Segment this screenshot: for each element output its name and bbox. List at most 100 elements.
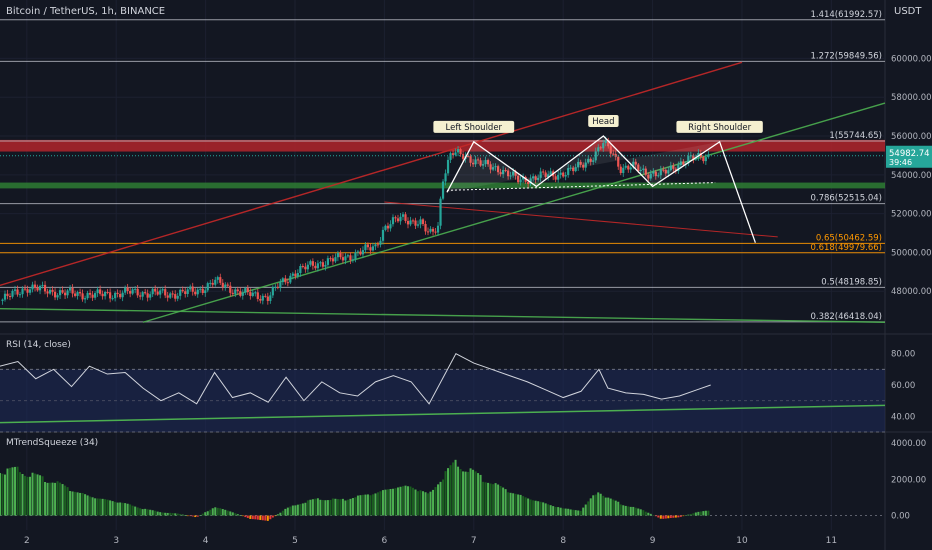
hist-bar (439, 481, 442, 516)
hist-bar (244, 515, 247, 518)
candle-body (366, 244, 370, 248)
candle-body (649, 173, 652, 179)
candle-body (116, 292, 119, 294)
candle-body (384, 225, 387, 230)
hist-bar (624, 505, 627, 516)
candle-body (131, 289, 134, 294)
hist-bar (394, 488, 397, 516)
hist-bar (199, 515, 202, 516)
candle-body (191, 286, 194, 292)
candle-body (674, 168, 677, 172)
candle-body (549, 171, 552, 175)
neckline (446, 182, 716, 191)
rsi-tick-label: 80.00 (891, 350, 915, 360)
x-tick-label: 9 (650, 536, 656, 546)
candle-body (109, 292, 112, 299)
axes: 2 3 4 5 6 7 8 9 10 11 48000.00 50000.00 52000.00 5400… (24, 54, 932, 546)
hist-bar (316, 498, 319, 516)
candle-body (599, 147, 602, 149)
candle-body (704, 157, 707, 162)
candle-body (8, 295, 12, 297)
hist-bar (56, 481, 59, 516)
y-tick-label: 60000.00 (891, 54, 932, 64)
candle-body (577, 161, 580, 168)
candle-body (594, 151, 597, 161)
hist-bar (519, 494, 522, 516)
hist-bar (234, 513, 237, 516)
candle-body (179, 289, 182, 296)
hist-bar (219, 508, 222, 516)
hist-bar (326, 500, 329, 516)
hist-bar (599, 493, 602, 516)
price-badge-value: 54982.74 (889, 149, 930, 159)
base-line-trendline (0, 307, 886, 323)
candle-body (677, 165, 680, 172)
channel-lower-trendline (384, 201, 778, 238)
hist-bar (452, 462, 455, 516)
candle-body (71, 287, 74, 294)
hist-bar (532, 500, 535, 516)
hist-bar (254, 515, 257, 520)
hist-bar (632, 506, 635, 516)
hist-bar (707, 510, 710, 516)
candle-body (679, 161, 682, 166)
hist-bar (427, 493, 430, 516)
hist-bar (672, 515, 675, 518)
hist-bar (549, 505, 552, 516)
hist-bar (454, 459, 457, 516)
hist-bar (474, 471, 477, 516)
candle-body (491, 167, 495, 170)
candle-body (459, 149, 462, 155)
x-tick-label: 11 (826, 536, 837, 546)
pattern-path (446, 135, 756, 243)
price-badge-countdown: 39:46 (889, 158, 912, 167)
candle-body (371, 246, 375, 251)
hist-bar (221, 509, 224, 516)
candle-body (94, 293, 97, 298)
hist-bar (66, 487, 69, 516)
candle-body (196, 289, 199, 295)
candle-body (619, 166, 622, 174)
symbol-title[interactable]: Bitcoin / TetherUS, 1h, BINANCE (6, 6, 166, 17)
candle-body (261, 295, 264, 301)
currency-label[interactable]: USDT (894, 6, 922, 17)
candle-body (351, 259, 355, 261)
hist-bar (119, 502, 122, 516)
hist-bar (96, 498, 99, 516)
hist-bar (514, 493, 517, 516)
candle-body (376, 244, 380, 246)
hist-bar (341, 498, 344, 516)
candle-body (189, 286, 192, 290)
candle-body (421, 219, 425, 225)
candle-body (166, 295, 169, 298)
hist-bar (597, 492, 600, 516)
candle-body (474, 159, 477, 165)
candle-body (537, 177, 540, 180)
hist-bar (432, 489, 435, 516)
hist-bar (11, 467, 14, 516)
hist-bar (184, 515, 187, 516)
fib-level-label: 1(55744.65) (829, 131, 882, 141)
candles (0, 136, 885, 305)
hist-bar (369, 495, 372, 516)
candle-body (266, 296, 269, 301)
candle-body (11, 290, 14, 297)
candle-body (96, 289, 99, 294)
candle-body (454, 152, 457, 155)
hist-bar (539, 501, 542, 516)
candle-body (76, 292, 79, 296)
candle-body (582, 164, 585, 168)
x-tick-label: 4 (203, 536, 209, 546)
hist-bar (276, 514, 279, 516)
hist-bar (574, 510, 577, 516)
candle-body (254, 292, 257, 294)
candle-body (609, 146, 612, 154)
candle-body (361, 250, 365, 255)
hist-bar (554, 506, 557, 516)
hist-bar (334, 498, 337, 516)
candle-body (401, 214, 405, 217)
candle-body (206, 283, 209, 291)
hist-bar (79, 492, 82, 516)
candle-body (186, 289, 189, 294)
